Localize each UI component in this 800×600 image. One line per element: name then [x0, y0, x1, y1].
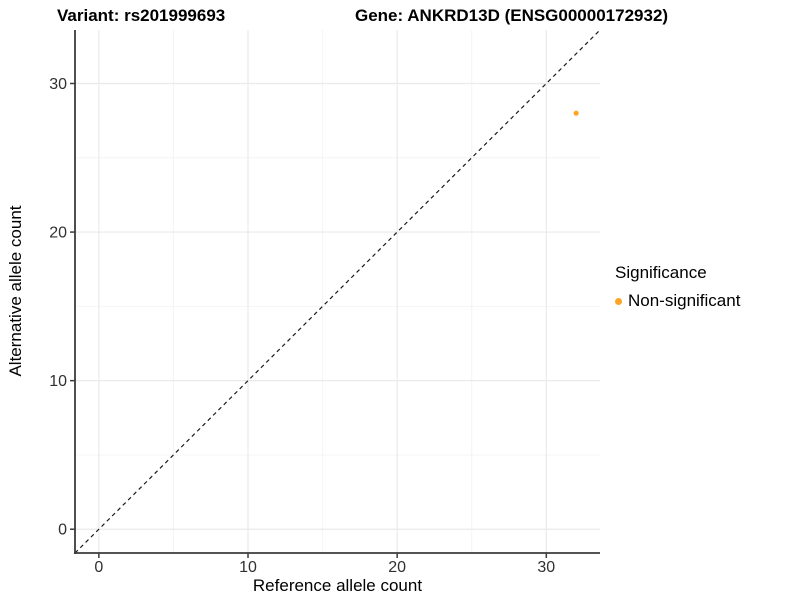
x-axis-label: Reference allele count [252, 576, 423, 595]
y-axis-label: Alternative allele count [6, 205, 25, 377]
legend-entry: Non-significant [615, 291, 740, 311]
legend: Significance Non-significant [615, 263, 740, 311]
y-tick-label: 20 [49, 225, 67, 242]
y-tick-label: 30 [49, 76, 67, 93]
x-tick-label: 20 [388, 559, 406, 576]
data-point [573, 110, 579, 116]
identity-reference-line [74, 29, 601, 554]
plot-title-variant: Variant: rs201999693 [57, 6, 226, 25]
legend-title: Significance [615, 263, 707, 282]
plot-title-gene: Gene: ANKRD13D (ENSG00000172932) [355, 6, 669, 25]
legend-swatch-dot-icon [615, 297, 622, 305]
x-tick-label: 0 [94, 559, 103, 576]
y-tick-label: 0 [58, 522, 67, 539]
legend-entry-label: Non-significant [628, 291, 741, 310]
x-tick-label: 10 [239, 559, 257, 576]
x-tick-label: 30 [537, 559, 555, 576]
y-tick-label: 10 [49, 373, 67, 390]
